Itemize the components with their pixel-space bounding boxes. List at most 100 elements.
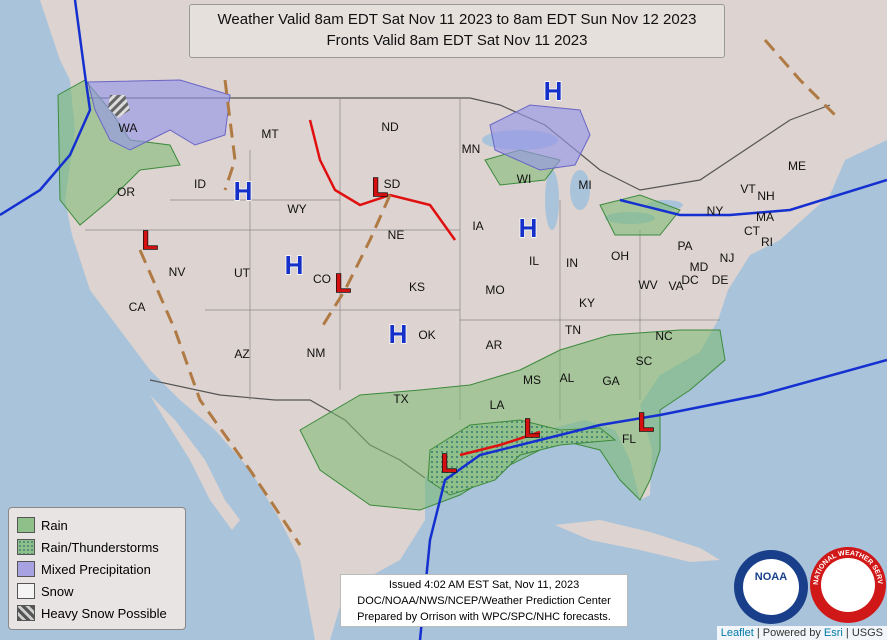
- legend-item: Mixed Precipitation: [17, 558, 177, 580]
- state-label: UT: [234, 266, 251, 280]
- state-label: GA: [602, 374, 619, 388]
- state-label: TN: [565, 323, 581, 337]
- state-label: NH: [757, 189, 774, 203]
- state-label: WA: [119, 121, 138, 135]
- cuba: [555, 520, 720, 562]
- legend: Rain Rain/Thunderstorms Mixed Precipitatio…: [8, 507, 186, 630]
- state-label: MO: [485, 283, 504, 297]
- state-label: DC: [681, 273, 699, 287]
- high-pressure: H: [285, 250, 304, 280]
- state-label: TX: [393, 392, 408, 406]
- issued-line: Prepared by Orrison with WPC/SPC/NHC for…: [357, 611, 611, 623]
- atlantic-gulf: [330, 140, 887, 640]
- state-label: AZ: [234, 347, 249, 361]
- legend-swatch: [17, 561, 35, 577]
- state-label: ID: [194, 177, 206, 191]
- state-label: WY: [287, 202, 306, 216]
- low-pressure: L: [441, 448, 457, 478]
- state-label: DE: [712, 273, 729, 287]
- state-label: CA: [129, 300, 146, 314]
- state-label: NE: [388, 228, 405, 242]
- state-label: ND: [381, 120, 399, 134]
- state-label: VA: [668, 279, 683, 293]
- title: Weather Valid 8am EDT Sat Nov 11 2023 to…: [217, 11, 697, 28]
- legend-label: Rain/Thunderstorms: [41, 539, 159, 555]
- state-label: WV: [638, 278, 657, 292]
- state-label: MI: [578, 178, 591, 192]
- legend-label: Snow: [41, 583, 74, 599]
- state-label: MS: [523, 373, 541, 387]
- state-label: NJ: [720, 251, 735, 265]
- legend-label: Mixed Precipitation: [41, 561, 151, 577]
- attr-text: | USGS: [842, 627, 883, 639]
- legend-swatch: [17, 517, 35, 533]
- attr-text: | Powered by: [753, 627, 824, 639]
- pacific-ocean: [0, 0, 315, 640]
- legend-label: Rain: [41, 517, 68, 533]
- high-pressure: H: [544, 76, 563, 106]
- low-pressure: L: [524, 413, 540, 443]
- esri-link[interactable]: Esri: [823, 627, 843, 639]
- state-label: CO: [313, 272, 331, 286]
- state-label: SC: [636, 354, 653, 368]
- state-label: RI: [761, 235, 773, 249]
- state-label: OK: [418, 328, 435, 342]
- state-label: OR: [117, 185, 135, 199]
- state-label: PA: [677, 239, 692, 253]
- high-pressure: H: [519, 213, 538, 243]
- high-pressure: H: [234, 176, 253, 206]
- legend-item: Snow: [17, 580, 177, 602]
- noaa-logo: NOAA: [734, 550, 808, 624]
- border: [88, 97, 831, 191]
- state-label: WI: [517, 172, 532, 186]
- subtitle: Fronts Valid 8am EDT Sat Nov 11 2023: [326, 32, 588, 49]
- state-label: SD: [384, 177, 401, 191]
- state-label: VT: [740, 182, 756, 196]
- issued-line: Issued 4:02 AM EST Sat, Nov 11, 2023: [388, 579, 580, 591]
- state-label: MA: [756, 210, 774, 224]
- state-label: FL: [622, 432, 636, 446]
- state-label: IL: [529, 254, 539, 268]
- legend-swatch: [17, 605, 35, 621]
- title-box: Weather Valid 8am EDT Sat Nov 11 2023 to…: [189, 4, 725, 58]
- state-label: MN: [462, 142, 481, 156]
- state-label: NV: [169, 265, 186, 279]
- state-label: IA: [472, 219, 483, 233]
- low-pressure: L: [372, 172, 388, 202]
- state-label: LA: [490, 398, 505, 412]
- legend-item: Rain: [17, 514, 177, 536]
- state-label: CT: [744, 224, 761, 238]
- state-label: KS: [409, 280, 425, 294]
- state-label: MD: [690, 260, 709, 274]
- state-label: MT: [261, 127, 279, 141]
- state-label: ME: [788, 159, 806, 173]
- state-label: OH: [611, 249, 629, 263]
- state-label: KY: [579, 296, 595, 310]
- legend-swatch: [17, 539, 35, 555]
- low-pressure: L: [638, 407, 654, 437]
- state-label: NC: [655, 329, 673, 343]
- high-pressure: H: [389, 319, 408, 349]
- attribution: Leaflet | Powered by Esri | USGS: [716, 626, 887, 640]
- state-label: AL: [560, 371, 575, 385]
- noaa-text: NOAA: [755, 571, 787, 583]
- low-pressure: L: [335, 268, 351, 298]
- issued-line: DOC/NOAA/NWS/NCEP/Weather Prediction Cen…: [357, 595, 611, 607]
- baja: [150, 395, 240, 530]
- legend-item: Rain/Thunderstorms: [17, 536, 177, 558]
- legend-item: Heavy Snow Possible: [17, 602, 177, 624]
- state-label: NM: [307, 346, 326, 360]
- heavy-snow: [108, 95, 130, 118]
- legend-swatch: [17, 583, 35, 599]
- low-pressure: L: [142, 225, 158, 255]
- issued-box: Issued 4:02 AM EST Sat, Nov 11, 2023 DOC…: [340, 574, 628, 627]
- leaflet-link[interactable]: Leaflet: [720, 627, 754, 639]
- map-labels: WA OR ID MT WY NV UT CO CA AZ NM ND SD NE KS OK TX MN IA MO…: [117, 75, 806, 479]
- state-label: NY: [707, 204, 724, 218]
- legend-label: Heavy Snow Possible: [41, 605, 167, 621]
- state-label: AR: [486, 338, 503, 352]
- state-label: IN: [566, 256, 578, 270]
